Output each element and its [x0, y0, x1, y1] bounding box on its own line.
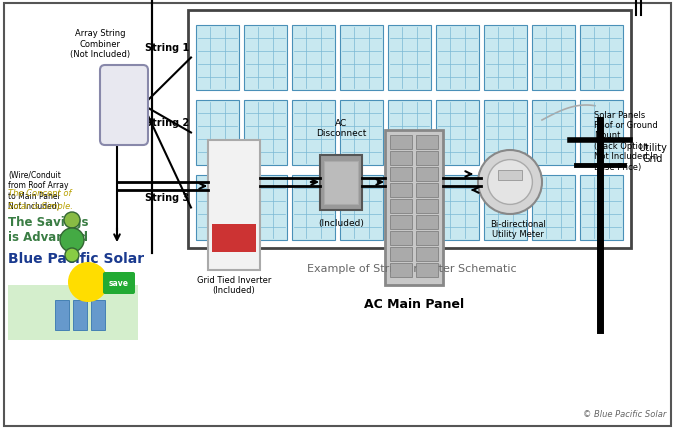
- Bar: [188, 11, 631, 249]
- Bar: [244, 101, 287, 166]
- Bar: [436, 175, 479, 240]
- Text: String 3: String 3: [144, 192, 189, 202]
- Bar: [388, 175, 431, 240]
- Bar: [532, 26, 575, 91]
- Text: Solar is Simple.: Solar is Simple.: [8, 202, 73, 211]
- Bar: [484, 101, 527, 166]
- Bar: [390, 152, 412, 166]
- Bar: [388, 26, 431, 91]
- Bar: [292, 101, 335, 166]
- Circle shape: [65, 249, 79, 262]
- Bar: [212, 224, 256, 252]
- Bar: [436, 26, 479, 91]
- Text: AC
Disconnect: AC Disconnect: [316, 118, 366, 138]
- Bar: [340, 175, 383, 240]
- Bar: [390, 200, 412, 214]
- Bar: [390, 168, 412, 181]
- Bar: [292, 175, 335, 240]
- Text: © Blue Pacific Solar: © Blue Pacific Solar: [583, 409, 666, 418]
- Bar: [416, 215, 438, 230]
- Bar: [416, 168, 438, 181]
- FancyBboxPatch shape: [100, 66, 148, 146]
- Bar: [532, 175, 575, 240]
- Bar: [416, 200, 438, 214]
- Bar: [196, 26, 239, 91]
- Bar: [416, 136, 438, 150]
- Bar: [390, 215, 412, 230]
- Circle shape: [68, 262, 108, 302]
- Text: is Advanced: is Advanced: [8, 230, 88, 243]
- Text: Blue Pacific Solar: Blue Pacific Solar: [8, 252, 144, 265]
- Text: The Concept of: The Concept of: [8, 189, 72, 197]
- Bar: [580, 175, 623, 240]
- Text: Example of String Inverter Schematic: Example of String Inverter Schematic: [307, 264, 517, 273]
- FancyBboxPatch shape: [103, 272, 135, 294]
- Bar: [416, 184, 438, 197]
- Bar: [340, 101, 383, 166]
- Bar: [196, 175, 239, 240]
- Bar: [484, 26, 527, 91]
- Text: save: save: [109, 279, 129, 288]
- Bar: [416, 247, 438, 261]
- Bar: [8, 286, 138, 340]
- Bar: [320, 156, 362, 211]
- Text: String 2: String 2: [144, 117, 189, 127]
- Text: AC Main Panel: AC Main Panel: [364, 297, 464, 310]
- Bar: [580, 26, 623, 91]
- Circle shape: [64, 212, 80, 228]
- Text: Utility
Grid: Utility Grid: [638, 142, 667, 164]
- Bar: [390, 136, 412, 150]
- Text: (Included): (Included): [318, 218, 364, 227]
- Circle shape: [478, 150, 542, 215]
- Bar: [390, 231, 412, 246]
- Text: The Savings: The Savings: [8, 215, 88, 228]
- FancyBboxPatch shape: [4, 4, 671, 426]
- Bar: [324, 162, 358, 205]
- Bar: [292, 26, 335, 91]
- Bar: [73, 300, 87, 330]
- Bar: [532, 101, 575, 166]
- Bar: [340, 26, 383, 91]
- Bar: [416, 264, 438, 277]
- Circle shape: [60, 228, 84, 252]
- Text: String 1: String 1: [144, 43, 189, 52]
- Circle shape: [487, 160, 533, 205]
- Bar: [208, 141, 260, 270]
- Bar: [390, 264, 412, 277]
- Text: (Wire/Conduit
from Roof Array
to Main Panel
Not Included): (Wire/Conduit from Roof Array to Main Pa…: [8, 171, 68, 211]
- Text: Solar Panels
Roof or Ground
Mount
(Rack Option
Not Included In
Base Price): Solar Panels Roof or Ground Mount (Rack …: [594, 110, 658, 171]
- Text: Bi-directional
Utility Meter: Bi-directional Utility Meter: [490, 219, 546, 239]
- Bar: [388, 101, 431, 166]
- Bar: [91, 300, 105, 330]
- Text: Array String
Combiner
(Not Included): Array String Combiner (Not Included): [70, 29, 130, 59]
- Bar: [498, 171, 522, 181]
- Bar: [385, 131, 443, 286]
- Bar: [244, 175, 287, 240]
- Bar: [55, 300, 69, 330]
- Bar: [416, 231, 438, 246]
- Bar: [416, 152, 438, 166]
- Bar: [580, 101, 623, 166]
- Bar: [196, 101, 239, 166]
- Bar: [436, 101, 479, 166]
- Bar: [390, 184, 412, 197]
- Bar: [390, 247, 412, 261]
- Bar: [244, 26, 287, 91]
- Bar: [484, 175, 527, 240]
- Text: Grid Tied Inverter
(Included): Grid Tied Inverter (Included): [197, 275, 271, 295]
